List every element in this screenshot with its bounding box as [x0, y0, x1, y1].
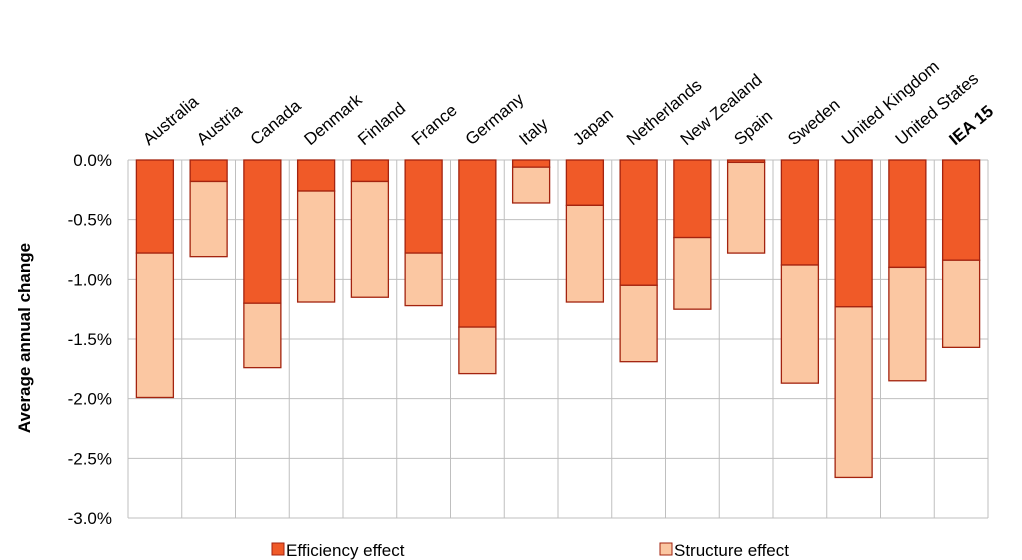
category-label-iea-15: IEA 15 [945, 102, 997, 150]
y-tick-label: -1.0% [68, 270, 112, 289]
bar-efficiency-netherlands [619, 159, 658, 286]
bar-structure-japan [565, 204, 605, 303]
bar-structure-italy [511, 166, 551, 204]
bar-efficiency-iea-15 [941, 159, 981, 261]
bar-structure-denmark [296, 190, 336, 303]
bar-structure-iea-15 [941, 259, 981, 349]
category-label-italy: Italy [515, 114, 551, 149]
bar-efficiency-denmark [296, 159, 336, 192]
bar-efficiency-austria [189, 159, 228, 183]
bar-efficiency-italy [511, 159, 551, 168]
category-label-australia: Australia [139, 92, 202, 149]
bar-structure-finland [350, 180, 390, 298]
bar-structure-netherlands [619, 284, 658, 363]
legend-swatch-efficiency [271, 542, 285, 556]
bar-structure-canada [243, 302, 282, 369]
bar-structure-australia [135, 252, 175, 399]
bar-efficiency-france [404, 159, 443, 254]
bar-efficiency-new-zealand [673, 159, 712, 239]
bar-structure-sweden [780, 264, 820, 384]
category-label-japan: Japan [569, 105, 617, 149]
category-label-france: France [408, 100, 461, 149]
legend: Efficiency effect Structure effect [271, 541, 789, 560]
legend-swatch-structure [659, 542, 673, 556]
bar-structure-new-zealand [673, 236, 712, 310]
bar-efficiency-japan [565, 159, 605, 206]
y-axis-title: Average annual change [15, 243, 34, 433]
bar-structure-spain [726, 161, 766, 254]
bars [135, 159, 981, 479]
bar-efficiency-australia [135, 159, 175, 254]
bar-structure-germany [458, 326, 497, 375]
y-tick-label: -0.5% [68, 211, 112, 230]
legend-label-efficiency: Efficiency effect [286, 541, 405, 560]
y-axis-ticks: 0.0% -0.5% -1.0% -1.5% -2.0% -2.5% -3.0% [68, 151, 112, 528]
y-tick-label: 0.0% [73, 151, 112, 170]
category-label-sweden: Sweden [784, 95, 843, 149]
bar-structure-france [404, 252, 443, 307]
y-tick-label: -2.0% [68, 390, 112, 409]
category-label-spain: Spain [730, 107, 776, 150]
y-tick-label: -3.0% [68, 509, 112, 528]
bar-efficiency-united-kingdom [834, 159, 873, 308]
y-tick-label: -2.5% [68, 449, 112, 468]
gridlines [127, 159, 989, 519]
bar-efficiency-united-states [888, 159, 927, 269]
bar-efficiency-sweden [780, 159, 820, 266]
bar-efficiency-finland [350, 159, 390, 183]
bar-efficiency-germany [458, 159, 497, 328]
legend-label-structure: Structure effect [674, 541, 789, 560]
category-label-germany: Germany [462, 89, 528, 149]
category-label-united-kingdom: United Kingdom [838, 57, 943, 149]
bar-efficiency-canada [243, 159, 282, 304]
bar-structure-austria [189, 180, 228, 258]
y-tick-label: -1.5% [68, 330, 112, 349]
category-label-denmark: Denmark [300, 90, 365, 149]
bar-structure-united-kingdom [834, 306, 873, 479]
category-label-canada: Canada [247, 96, 305, 149]
bar-structure-united-states [888, 266, 927, 382]
